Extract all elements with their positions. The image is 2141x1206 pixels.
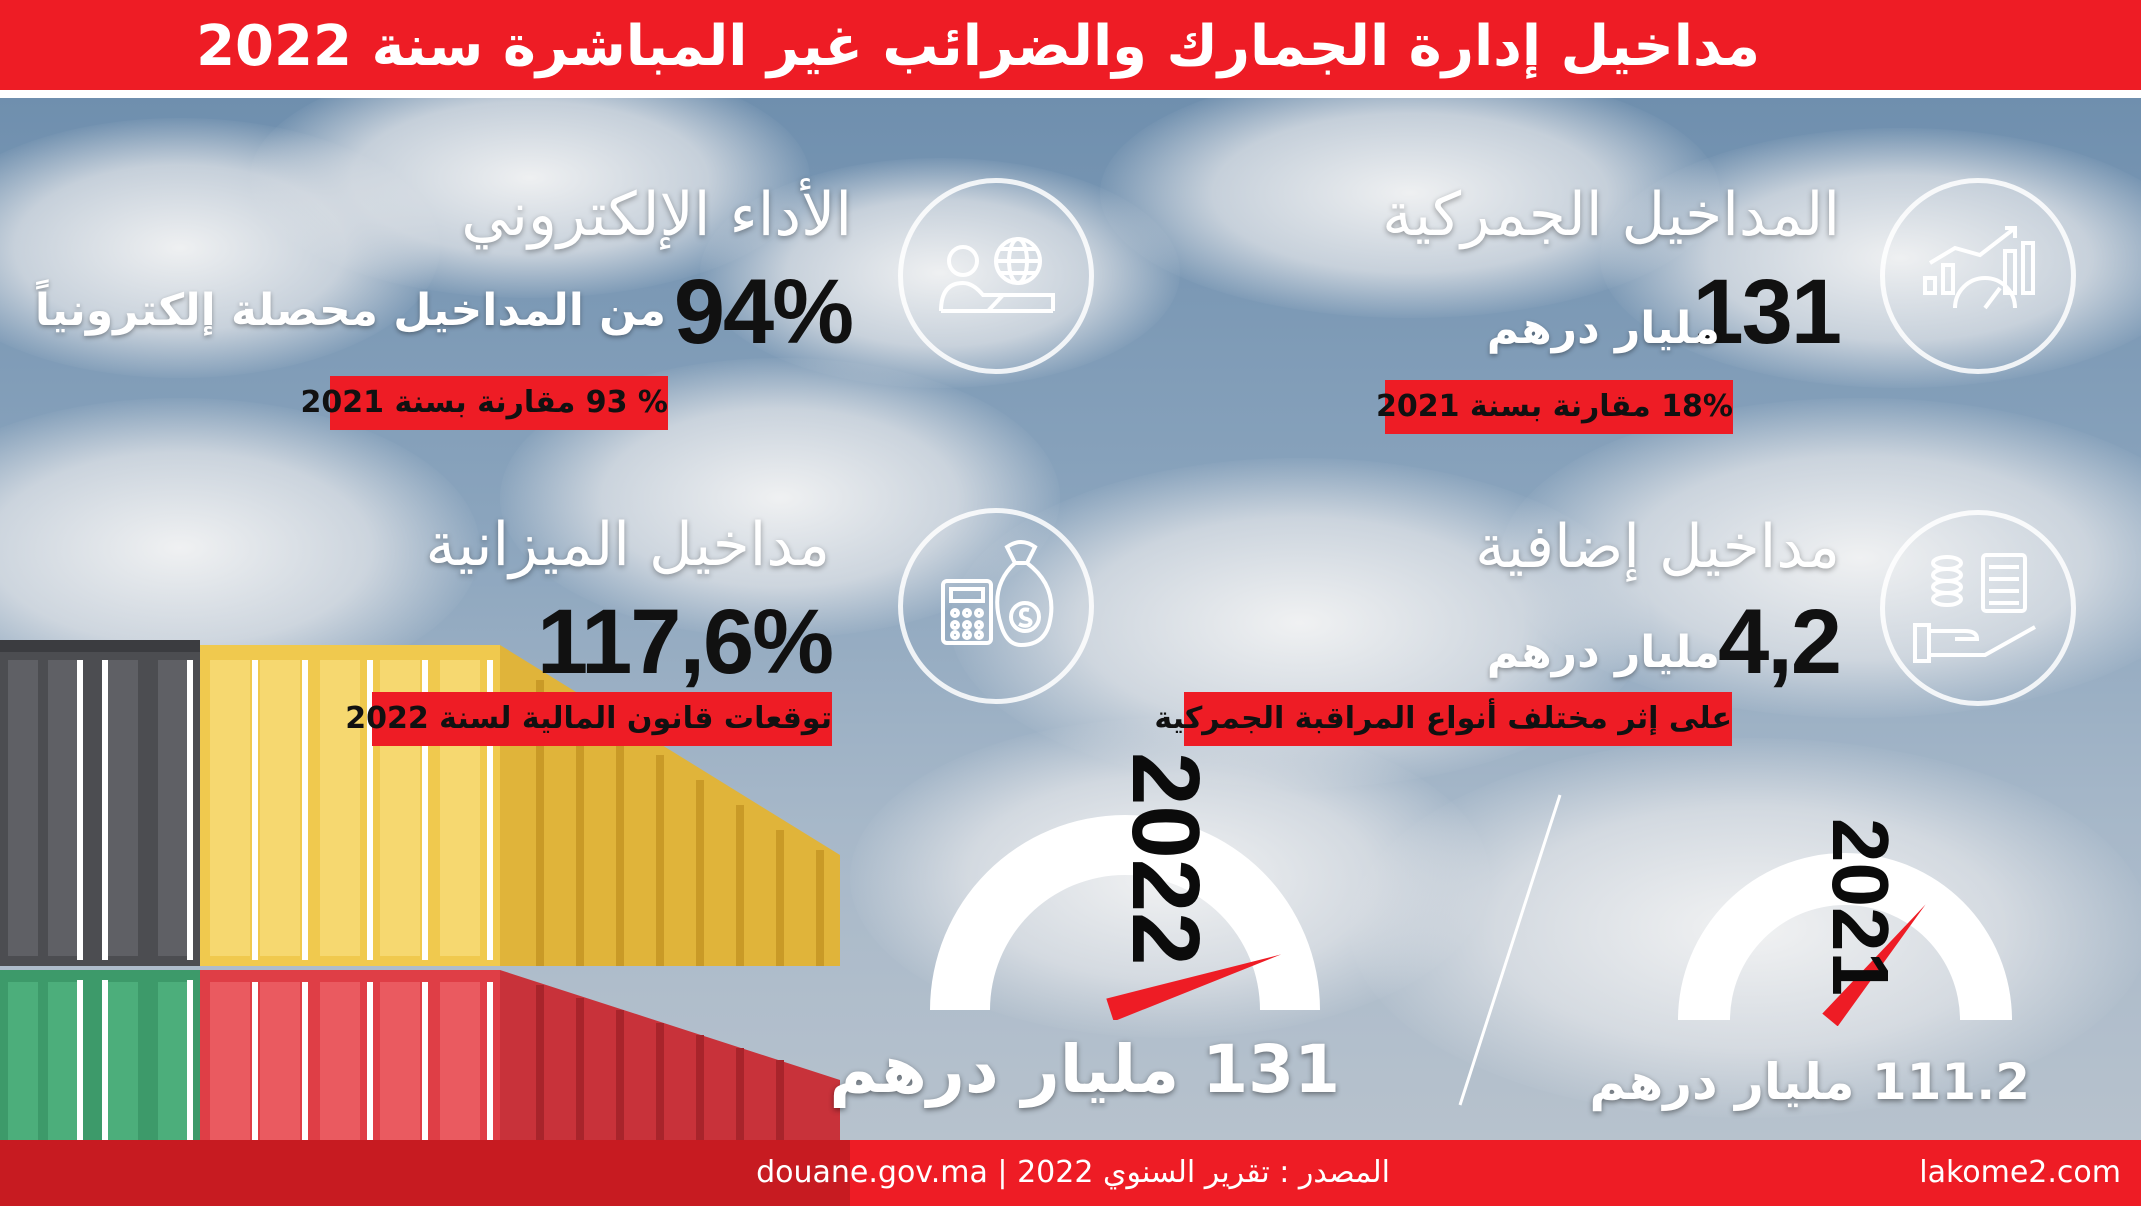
customs-revenue-note: 18% مقارنة بسنة 2021 (1376, 380, 1733, 434)
additional-revenue-note: على إثر مختلف أنواع المراقبة الجمركية (1154, 692, 1732, 746)
user-laptop-globe-icon (898, 178, 1094, 374)
page-title: مداخيل إدارة الجمارك والضرائب غير المباش… (196, 14, 1760, 79)
footer-source: المصدر : تقرير السنوي 2022 | douane.gov.… (756, 1155, 1390, 1190)
electronic-payment-unit: من المداخيل محصلة إلكترونياً (34, 285, 666, 336)
customs-revenue-value: 131 (1692, 261, 1843, 363)
additional-revenue-unit: مليار درهم (1486, 627, 1720, 678)
customs-revenue-heading: المداخيل الجمركية (1382, 180, 1840, 250)
chart-gauge-icon (1880, 178, 2076, 374)
electronic-payment-note: % 93 مقارنة بسنة 2021 (301, 376, 668, 430)
gauge-needle-2021 (1822, 904, 1926, 1026)
header-bar: مداخيل إدارة الجمارك والضرائب غير المباش… (0, 0, 2141, 94)
hand-calculator-coins-icon (1880, 510, 2076, 706)
gauge-year-2022: 2022 (1112, 752, 1219, 966)
gauge-2021 (1678, 853, 2012, 1026)
footer-strip (0, 1140, 850, 1206)
calculator-money-bag-icon (898, 508, 1094, 704)
additional-revenue-value: 4,2 (1718, 591, 1842, 693)
customs-revenue-unit: مليار درهم (1486, 303, 1720, 354)
budget-revenue-note: توقعات قانون المالية لسنة 2022 (345, 692, 832, 746)
divider-slash (1458, 794, 1562, 1106)
shipping-containers-illustration (0, 640, 840, 1140)
gauge-needle-2022 (1106, 954, 1282, 1020)
budget-revenue-value: 117,6% (537, 591, 834, 693)
budget-revenue-heading: مداخيل الميزانية (425, 510, 830, 580)
gauge-2022 (930, 815, 1320, 1020)
footer-site-link[interactable]: lakome2.com (1919, 1155, 2121, 1190)
electronic-payment-heading: الأداء الإلكتروني (461, 180, 852, 250)
gauge-value-2021: 111.2 مليار درهم (1589, 1053, 2030, 1111)
footer-bar: المصدر : تقرير السنوي 2022 | douane.gov.… (756, 1140, 2141, 1206)
gauge-value-2022: 131 مليار درهم (829, 1031, 1340, 1108)
gauge-year-2021: 2021 (1816, 818, 1905, 996)
electronic-payment-value: 94% (673, 261, 854, 363)
additional-revenue-heading: مداخيل إضافية (1475, 512, 1840, 582)
